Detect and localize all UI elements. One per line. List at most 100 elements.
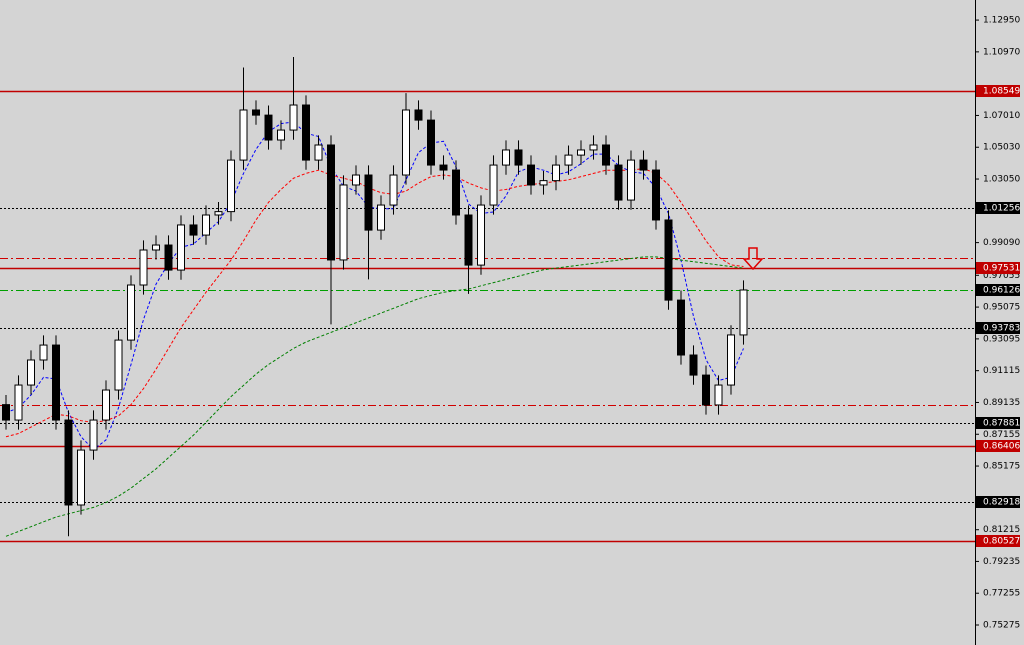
candle-body (364, 174, 373, 231)
y-tick-label: 0.85175 (983, 462, 1020, 472)
candle-body (202, 214, 210, 236)
level-label: 0.93783 (983, 324, 1020, 334)
candle-body (627, 159, 635, 201)
candle-body (377, 204, 385, 231)
y-tick-label: 1.12950 (983, 16, 1020, 26)
candle-body (452, 169, 460, 216)
candle-body (302, 104, 310, 161)
level-label-box (976, 496, 1020, 508)
y-tick-label: 0.95075 (983, 303, 1020, 313)
candle-body (402, 109, 410, 176)
candle-body (389, 174, 398, 206)
candle-body (214, 211, 223, 216)
candle-body (77, 449, 85, 506)
candle-body (14, 384, 23, 421)
candle-body (727, 334, 735, 386)
candle-body (289, 104, 298, 131)
candle-body (339, 184, 348, 261)
candle-body (114, 339, 123, 391)
candle-body (164, 244, 173, 271)
level-label-box (976, 417, 1020, 429)
candle-body (264, 114, 273, 141)
candle-body (489, 164, 498, 206)
candle-body (39, 344, 48, 361)
sell-arrow (742, 247, 764, 271)
candle-body (527, 164, 535, 186)
candle-body (64, 419, 73, 506)
candle-body (314, 144, 323, 161)
candle-body (739, 289, 748, 336)
candle-body (589, 144, 598, 151)
candle-body (564, 154, 573, 166)
level-label-box (976, 85, 1020, 97)
y-tick-label: 1.05030 (983, 143, 1020, 153)
level-label-box (976, 284, 1020, 296)
candle-body (552, 164, 560, 182)
y-tick-label: 0.87155 (983, 430, 1020, 440)
candle-body (152, 244, 160, 251)
level-label: 0.82918 (983, 498, 1020, 508)
candle-body (27, 359, 35, 386)
y-tick-label: 0.99090 (983, 238, 1020, 248)
y-tick-label: 1.03050 (983, 175, 1020, 185)
candle-body (652, 169, 660, 221)
candle-body (239, 109, 248, 161)
y-tick-label: 0.97055 (983, 271, 1020, 281)
candle-body (352, 174, 360, 186)
candle-body (2, 404, 10, 421)
candle-body (639, 159, 648, 171)
level-label-box (976, 202, 1020, 214)
candle-body (514, 149, 523, 166)
y-tick-label: 0.77255 (983, 589, 1020, 599)
y-tick-label: 1.10970 (983, 47, 1020, 57)
candle-body (689, 354, 698, 376)
candle-body (539, 180, 548, 186)
candle-body (502, 149, 510, 166)
y-tick-label: 0.81215 (983, 525, 1020, 535)
candle-body (602, 144, 610, 166)
level-label: 1.01256 (983, 204, 1020, 214)
level-label: 1.08549 (983, 87, 1020, 97)
moving-average (5, 168, 744, 438)
candle-body (189, 224, 198, 236)
candle-body (327, 144, 335, 261)
y-tick-label: 0.79235 (983, 557, 1020, 567)
y-tick-label: 0.93095 (983, 334, 1020, 344)
level-label: 0.86406 (983, 442, 1020, 452)
candle-body (439, 164, 448, 171)
candle-body (677, 299, 685, 356)
y-tick-label: 1.07010 (983, 111, 1020, 121)
candle-body (427, 119, 435, 166)
y-tick-label: 0.89135 (983, 398, 1020, 408)
candle-body (477, 204, 485, 266)
level-label-box (976, 262, 1020, 274)
candle-body (277, 129, 285, 141)
level-label: 0.96126 (983, 286, 1020, 296)
candle-body (577, 149, 585, 156)
candle-body (102, 389, 110, 421)
candle-body (52, 344, 60, 421)
candle-body (227, 159, 235, 213)
candle-body (702, 374, 710, 406)
candle-body (614, 164, 623, 201)
candle-body (414, 109, 423, 121)
candle-body (177, 224, 185, 271)
level-label-box (976, 440, 1020, 452)
level-label-box (976, 535, 1020, 547)
candle-body (714, 384, 723, 406)
level-label: 0.87881 (983, 419, 1020, 429)
candle-body (139, 249, 148, 286)
candle-body (127, 284, 135, 341)
candle-body (89, 419, 98, 451)
candle-body (252, 109, 260, 116)
y-tick-label: 0.75275 (983, 621, 1020, 631)
candle-body (664, 219, 673, 301)
y-tick-label: 0.91115 (983, 366, 1020, 376)
level-label: 0.80527 (983, 537, 1020, 547)
moving-average (5, 256, 744, 537)
level-label-box (976, 322, 1020, 334)
level-label: 0.97531 (983, 264, 1020, 274)
candle-body (464, 214, 473, 266)
